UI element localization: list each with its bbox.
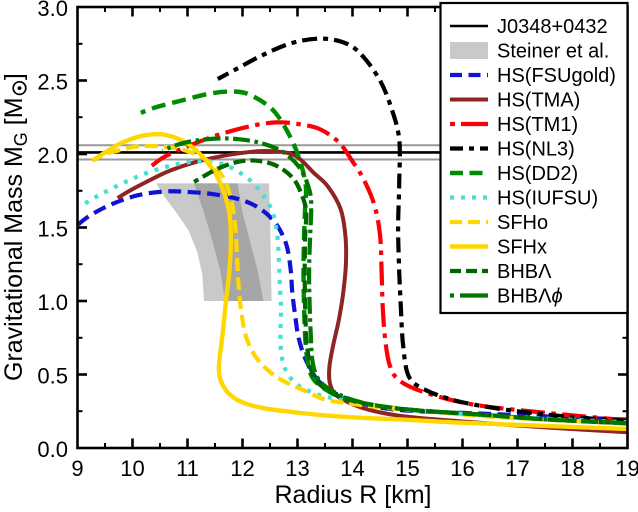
svg-text:11: 11: [176, 456, 199, 481]
svg-text:0.5: 0.5: [37, 364, 68, 389]
svg-text:12: 12: [230, 456, 254, 481]
svg-text:17: 17: [505, 456, 529, 481]
svg-text:1.0: 1.0: [37, 290, 68, 315]
svg-text:10: 10: [120, 456, 144, 481]
svg-text:3.0: 3.0: [37, 0, 68, 21]
svg-text:2.0: 2.0: [37, 143, 68, 168]
svg-text:HS(IUFSU): HS(IUFSU): [497, 188, 598, 210]
svg-text:Gravitational Mass MG [M: Gravitational Mass MG [M: [0, 97, 31, 381]
svg-text:0.0: 0.0: [37, 437, 68, 462]
svg-text:SFHx: SFHx: [497, 237, 547, 259]
svg-text:9: 9: [71, 456, 83, 481]
svg-text:BHBΛϕ: BHBΛϕ: [497, 286, 563, 308]
svg-text:HS(NL3): HS(NL3): [497, 139, 575, 161]
svg-text:Steiner et al.: Steiner et al.: [497, 41, 609, 63]
svg-text:Radius R [km]: Radius R [km]: [275, 481, 432, 509]
svg-text:HS(FSUgold): HS(FSUgold): [497, 65, 616, 87]
svg-text:1.5: 1.5: [37, 217, 68, 242]
svg-text:BHBΛ: BHBΛ: [497, 261, 552, 283]
svg-text:18: 18: [560, 456, 584, 481]
svg-text:HS(TM1): HS(TM1): [497, 114, 578, 136]
svg-text:SFHo: SFHo: [497, 212, 548, 234]
svg-text:19: 19: [615, 456, 638, 481]
svg-text:16: 16: [450, 456, 474, 481]
svg-text:HS(TMA): HS(TMA): [497, 90, 580, 112]
svg-text:2.5: 2.5: [37, 70, 68, 95]
svg-text:14: 14: [340, 456, 364, 481]
svg-text:]: ]: [0, 73, 28, 80]
svg-text:13: 13: [285, 456, 309, 481]
svg-text:HS(DD2): HS(DD2): [497, 163, 578, 185]
svg-text:15: 15: [395, 456, 419, 481]
svg-text:J0348+0432: J0348+0432: [497, 16, 608, 38]
